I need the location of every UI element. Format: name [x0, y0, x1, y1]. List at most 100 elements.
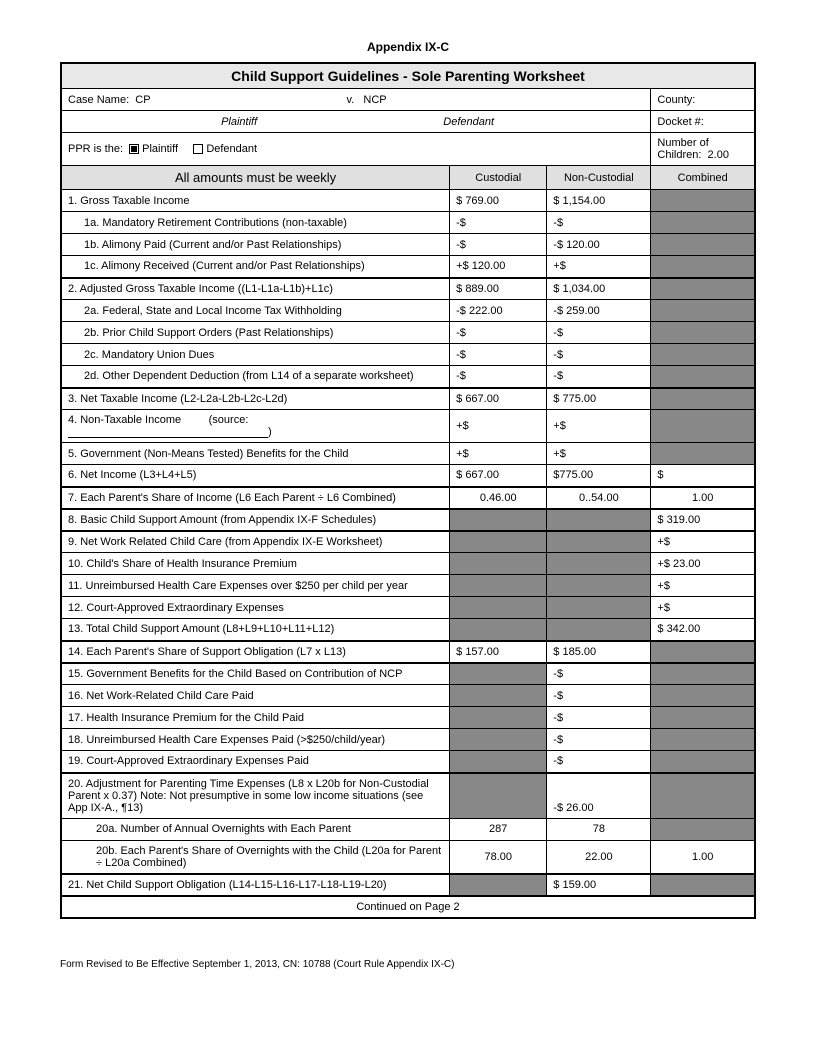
row-19-combined [651, 751, 755, 773]
row-14-custodial: $ 157.00 [450, 641, 547, 663]
row-5-custodial: +$ [450, 443, 547, 465]
row-17-noncustodial: -$ [547, 707, 651, 729]
row-14-combined [651, 641, 755, 663]
row-2a-label: 2a. Federal, State and Local Income Tax … [61, 300, 450, 322]
row-2a-custodial: -$ 222.00 [450, 300, 547, 322]
worksheet-table: Child Support Guidelines - Sole Parentin… [60, 62, 756, 919]
row-10-combined: +$ 23.00 [651, 553, 755, 575]
row-17-custodial [450, 707, 547, 729]
row-6-label: 6. Net Income (L3+L4+L5) [61, 465, 450, 487]
row-13-label: 13. Total Child Support Amount (L8+L9+L1… [61, 619, 450, 641]
county-cell: County: [651, 89, 755, 111]
party-labels-cell: Plaintiff Defendant [61, 111, 651, 133]
row-2b-noncustodial: -$ [547, 322, 651, 344]
row-20a-label: 20a. Number of Annual Overnights with Ea… [61, 818, 450, 840]
row-12-noncustodial [547, 597, 651, 619]
row-18-custodial [450, 729, 547, 751]
row-6-custodial: $ 667.00 [450, 465, 547, 487]
row-4-combined [651, 410, 755, 443]
row-3-noncustodial: $ 775.00 [547, 388, 651, 410]
row-2d-combined [651, 366, 755, 388]
row-4-noncustodial: +$ [547, 410, 651, 443]
row-2d-custodial: -$ [450, 366, 547, 388]
row-2c-label: 2c. Mandatory Union Dues [61, 344, 450, 366]
docket-cell: Docket #: [651, 111, 755, 133]
county-label: County: [657, 94, 695, 106]
row-7-combined: 1.00 [651, 487, 755, 509]
row-21-label: 21. Net Child Support Obligation (L14-L1… [61, 874, 450, 896]
worksheet-page: Appendix IX-C Child Support Guidelines -… [0, 0, 816, 1000]
row-12-combined: +$ [651, 597, 755, 619]
row-16-combined [651, 685, 755, 707]
row-8-label: 8. Basic Child Support Amount (from Appe… [61, 509, 450, 531]
appendix-heading: Appendix IX-C [60, 40, 756, 54]
row-21-custodial [450, 874, 547, 896]
row-14-label: 14. Each Parent's Share of Support Oblig… [61, 641, 450, 663]
defendant-role: Defendant [443, 116, 494, 128]
num-children-value: 2.00 [708, 149, 729, 161]
row-14-noncustodial: $ 185.00 [547, 641, 651, 663]
row-4-text: 4. Non-Taxable Income [68, 414, 181, 426]
row-2b-custodial: -$ [450, 322, 547, 344]
row-8-noncustodial [547, 509, 651, 531]
row-10-custodial [450, 553, 547, 575]
col-noncustodial: Non-Custodial [547, 166, 651, 190]
row-7-label: 7. Each Parent's Share of Income (L6 Eac… [61, 487, 450, 509]
row-1-noncustodial: $ 1,154.00 [547, 190, 651, 212]
case-name-label: Case Name: [68, 94, 129, 106]
num-children-label: Number of Children: [657, 137, 708, 161]
row-4-source-line [68, 426, 268, 438]
row-4-source: (source: [209, 414, 249, 426]
row-20-label: 20. Adjustment for Parenting Time Expens… [61, 773, 450, 819]
row-1c-custodial: +$ 120.00 [450, 256, 547, 278]
row-11-custodial [450, 575, 547, 597]
row-2d-label: 2d. Other Dependent Deduction (from L14 … [61, 366, 450, 388]
ppr-plaintiff-checkbox[interactable] [129, 144, 139, 154]
row-20-combined [651, 773, 755, 819]
row-8-custodial [450, 509, 547, 531]
row-6-noncustodial: $775.00 [547, 465, 651, 487]
row-10-label: 10. Child's Share of Health Insurance Pr… [61, 553, 450, 575]
ppr-cell: PPR is the: Plaintiff Defendant [61, 133, 651, 166]
row-21-noncustodial: $ 159.00 [547, 874, 651, 896]
row-17-combined [651, 707, 755, 729]
row-18-label: 18. Unreimbursed Health Care Expenses Pa… [61, 729, 450, 751]
row-9-label: 9. Net Work Related Child Care (from App… [61, 531, 450, 553]
ppr-defendant-checkbox[interactable] [193, 144, 203, 154]
row-9-combined: +$ [651, 531, 755, 553]
row-1c-noncustodial: +$ [547, 256, 651, 278]
plaintiff-role: Plaintiff [221, 116, 257, 128]
vs-label: v. [346, 94, 354, 106]
row-1c-label: 1c. Alimony Received (Current and/or Pas… [61, 256, 450, 278]
row-5-noncustodial: +$ [547, 443, 651, 465]
row-3-custodial: $ 667.00 [450, 388, 547, 410]
row-1b-custodial: -$ [450, 234, 547, 256]
plaintiff-name: CP [135, 94, 150, 106]
row-20a-custodial: 287 [450, 818, 547, 840]
col-custodial: Custodial [450, 166, 547, 190]
row-12-custodial [450, 597, 547, 619]
row-11-label: 11. Unreimbursed Health Care Expenses ov… [61, 575, 450, 597]
row-9-noncustodial [547, 531, 651, 553]
row-15-combined [651, 663, 755, 685]
row-2-noncustodial: $ 1,034.00 [547, 278, 651, 300]
row-20b-label: 20b. Each Parent's Share of Overnights w… [61, 840, 450, 874]
row-2c-custodial: -$ [450, 344, 547, 366]
row-9-custodial [450, 531, 547, 553]
row-20b-combined: 1.00 [651, 840, 755, 874]
row-7-noncustodial: 0..54.00 [547, 487, 651, 509]
row-1a-label: 1a. Mandatory Retirement Contributions (… [61, 212, 450, 234]
row-16-label: 16. Net Work-Related Child Care Paid [61, 685, 450, 707]
row-7-custodial: 0.46.00 [450, 487, 547, 509]
row-20a-noncustodial: 78 [547, 818, 651, 840]
footer-note: Form Revised to Be Effective September 1… [60, 959, 756, 970]
row-20-custodial [450, 773, 547, 819]
row-2-custodial: $ 889.00 [450, 278, 547, 300]
row-2-combined [651, 278, 755, 300]
ppr-defendant-text: Defendant [206, 143, 257, 155]
row-16-custodial [450, 685, 547, 707]
continued-label: Continued on Page 2 [61, 896, 755, 918]
ppr-label: PPR is the: [68, 143, 123, 155]
row-15-noncustodial: -$ [547, 663, 651, 685]
row-13-noncustodial [547, 619, 651, 641]
